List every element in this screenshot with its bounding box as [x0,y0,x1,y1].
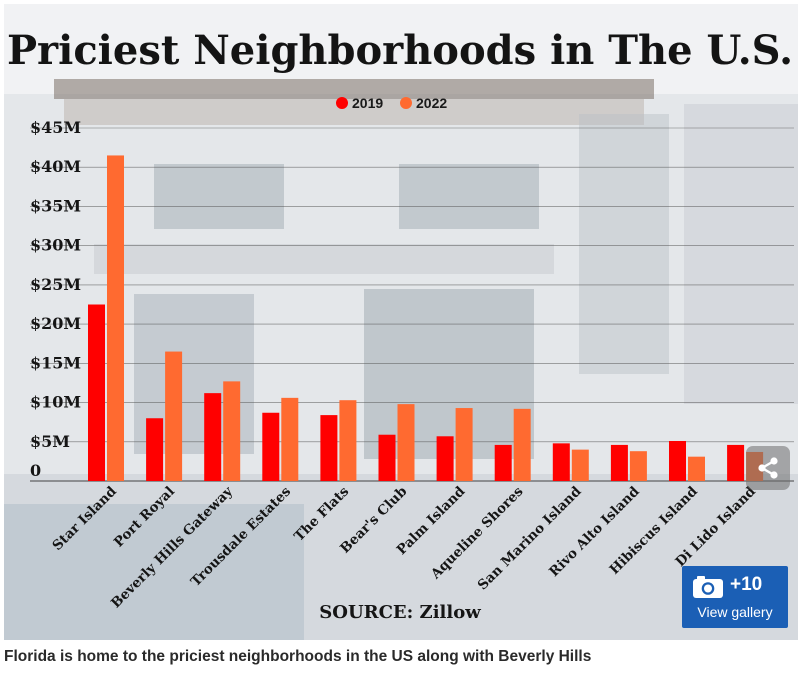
bar-2022 [107,155,124,481]
y-tick-label: $25M [30,275,81,294]
bar-2019 [204,393,222,481]
x-tick-label: The Flats [291,483,352,544]
bars [88,155,764,481]
chart-title: Priciest Neighborhoods in The U.S. [7,27,793,74]
y-tick-label: 0 [30,461,41,480]
bar-2019 [88,304,105,481]
y-tick-label: $5M [30,432,70,451]
source-label: SOURCE: Zillow [319,602,481,623]
bar-2022 [571,449,589,481]
x-tick-label: Beverly Hills Gateway [108,483,237,612]
bar-2019 [378,434,396,481]
bar-2022 [397,404,415,481]
y-tick-label: $10M [30,393,81,412]
legend-marker [400,97,412,109]
share-icon [758,457,778,479]
view-gallery-button[interactable]: +10 View gallery [682,566,788,628]
image-caption: Florida is home to the priciest neighbor… [4,648,592,665]
bar-2019 [436,436,454,481]
y-tick-label: $15M [30,353,81,372]
bar-2019 [262,412,280,481]
y-tick-label: $40M [30,157,81,176]
bar-chart: Priciest Neighborhoods in The U.S. 2019 2… [7,27,794,623]
bar-2019 [669,440,686,481]
camera-icon [693,576,723,598]
bar-2022 [165,351,183,481]
bar-2022 [455,408,473,481]
bar-2019 [552,443,570,481]
bar-2022 [339,400,357,481]
chart-image: Priciest Neighborhoods in The U.S. 2019 2… [4,4,798,640]
gallery-count: +10 [730,574,763,595]
y-tick-label: $45M [30,118,81,137]
x-tick-label: Star Island [49,483,120,554]
bar-2019 [610,444,628,481]
bar-2019 [494,444,512,481]
y-axis: 0 $5M $10M $15M $20M $25M $30M $35M $40M $45M [30,118,81,480]
background-house-photo [4,4,798,640]
y-tick-label: $20M [30,314,81,333]
y-tick-label: $35M [30,196,81,215]
legend-marker [336,97,348,109]
y-tick-label: $30M [30,236,81,255]
legend: 2019 2022 [336,95,447,111]
bar-2019 [727,444,745,481]
share-button[interactable] [746,446,790,490]
bar-2022 [629,451,647,481]
bar-2019 [146,418,164,481]
legend-label: 2022 [416,95,447,111]
bar-2019 [320,415,338,481]
legend-label: 2019 [352,95,383,111]
bar-2022 [688,456,705,481]
bar-2022 [281,397,299,481]
bar-2022 [513,408,531,481]
bar-2022 [223,381,241,481]
x-tick-label: San Marino Island [475,483,585,593]
gallery-label: View gallery [697,604,773,620]
x-tick-label: Trousdale Estates [188,483,295,590]
